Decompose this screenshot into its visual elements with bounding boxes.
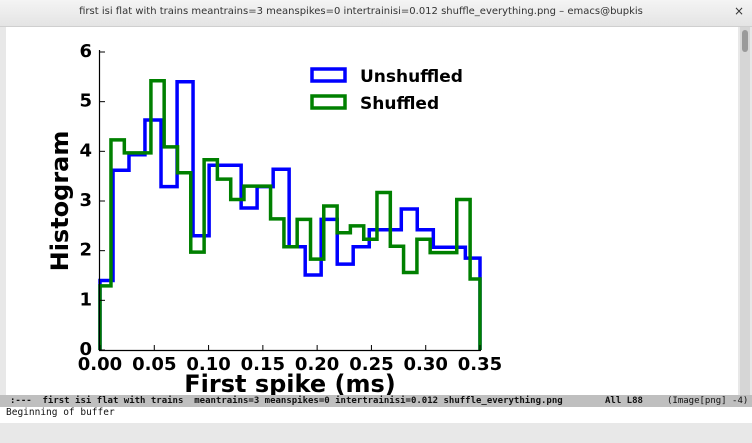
y-ticks: 0 1 2 3 4 5 6 [79, 41, 105, 360]
histogram-bin [377, 193, 390, 350]
y-tick-label: 3 [79, 190, 92, 211]
x-tick-label: 0.30 [404, 354, 448, 375]
histogram-bin [271, 219, 284, 350]
x-ticks: 0.00 0.05 0.10 0.15 0.20 0.25 0.30 0.35 [78, 345, 502, 375]
histogram-bin [324, 206, 337, 350]
series-unshuffled [98, 80, 482, 350]
title-bar: first isi flat with trains meantrains=3 … [0, 0, 752, 27]
x-tick-label: 0.00 [78, 354, 122, 375]
histogram-bin [364, 239, 377, 350]
x-tick-label: 0.10 [186, 354, 230, 375]
y-tick-label: 6 [79, 41, 92, 62]
histogram-bin [350, 226, 363, 350]
series-layer [98, 79, 482, 350]
histogram-bin [257, 186, 270, 350]
x-axis-label: First spike (ms) [184, 370, 395, 395]
vertical-scrollbar[interactable] [740, 27, 750, 395]
legend: Unshuffled Shuffled [310, 67, 463, 114]
scrollbar-thumb[interactable] [742, 30, 748, 52]
histogram-bin [430, 253, 443, 350]
histogram-bin [111, 140, 124, 350]
histogram-bin [124, 153, 137, 350]
histogram-bin [404, 273, 417, 350]
series-line-shuffled [98, 79, 482, 350]
histogram-bin [204, 160, 217, 350]
window-title: first isi flat with trains meantrains=3 … [79, 6, 643, 17]
histogram-bin [284, 247, 297, 350]
series-shuffled [98, 79, 482, 350]
histogram-bin [217, 179, 230, 350]
x-tick-label: 0.25 [349, 354, 393, 375]
x-tick-label: 0.20 [295, 354, 339, 375]
histogram-bin [417, 239, 430, 350]
mode-line-buffer: :--- first isi flat with trains meantrai… [10, 396, 563, 406]
y-tick-label: 0 [79, 339, 92, 360]
legend-label-unshuffled: Unshuffled [360, 67, 463, 87]
y-axis-label: Histogram [46, 131, 74, 272]
histogram-bin [191, 252, 204, 350]
x-tick-label: 0.35 [458, 354, 502, 375]
x-tick-label: 0.05 [132, 354, 176, 375]
histogram-bin [457, 200, 470, 350]
histogram-bin [164, 147, 177, 350]
legend-label-shuffled: Shuffled [360, 94, 439, 114]
y-tick-label: 1 [79, 289, 92, 310]
mode-line-position: All L88 [605, 396, 643, 406]
echo-area: Beginning of buffer [0, 407, 752, 423]
histogram-bin [100, 286, 111, 350]
histogram-bin [151, 81, 164, 350]
histogram-bin [444, 253, 457, 350]
histogram-bin [244, 186, 257, 350]
histogram-bin [337, 233, 350, 350]
series-line-unshuffled [98, 80, 482, 350]
histogram-bin [390, 246, 403, 350]
x-tick-label: 0.15 [241, 354, 285, 375]
histogram-chart: 0.00 0.05 0.10 0.15 0.20 0.25 0.30 0.35 0 1 2 3 4 5 6… [46, 41, 502, 395]
close-button[interactable]: × [733, 4, 744, 18]
histogram-bin [311, 259, 324, 350]
histogram-bin [231, 200, 244, 350]
mode-line-mode[interactable]: (Image[png] -4) [667, 396, 749, 406]
legend-swatch-shuffled [310, 94, 347, 110]
histogram-bin [470, 279, 480, 350]
y-tick-label: 4 [79, 140, 92, 161]
y-tick-label: 2 [79, 240, 92, 261]
histogram-bin [138, 153, 151, 350]
image-buffer: 0.00 0.05 0.10 0.15 0.20 0.25 0.30 0.35 0 1 2 3 4 5 6… [6, 27, 738, 395]
y-tick-label: 5 [79, 91, 92, 112]
legend-swatch-unshuffled [310, 67, 347, 83]
histogram-bin [297, 219, 310, 350]
mode-line: :--- first isi flat with trains meantrai… [0, 395, 752, 407]
histogram-bin [178, 173, 191, 350]
